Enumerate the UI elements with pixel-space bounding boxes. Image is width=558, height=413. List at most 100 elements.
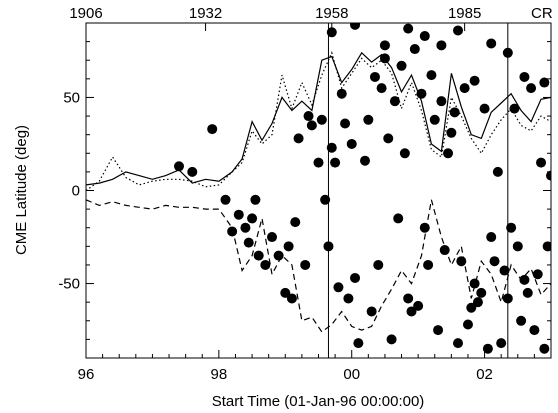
- data-point: [220, 194, 231, 205]
- data-point: [273, 250, 284, 261]
- data-point: [247, 213, 258, 224]
- data-point: [346, 138, 357, 149]
- data-point: [433, 325, 444, 336]
- series-lines: [86, 51, 551, 333]
- data-point: [539, 77, 550, 88]
- data-point: [336, 88, 347, 99]
- data-point: [399, 148, 410, 159]
- data-point: [363, 114, 374, 125]
- data-point: [439, 245, 450, 256]
- data-point: [453, 25, 463, 36]
- data-point: [283, 241, 294, 252]
- data-point: [419, 31, 430, 42]
- data-point: [393, 213, 404, 224]
- data-point: [333, 282, 344, 293]
- top-tick-label: 1958: [315, 5, 348, 22]
- data-point: [286, 293, 297, 304]
- data-point: [522, 287, 533, 298]
- data-point: [443, 148, 454, 159]
- data-point: [290, 217, 301, 228]
- data-point: [300, 259, 311, 270]
- data-point: [466, 302, 477, 313]
- data-point: [506, 222, 517, 233]
- data-point: [409, 44, 420, 55]
- data-point: [532, 269, 543, 280]
- data-point: [426, 70, 437, 81]
- data-point: [320, 194, 331, 205]
- data-point: [406, 306, 417, 317]
- data-point: [267, 232, 277, 243]
- data-point: [509, 103, 520, 114]
- data-point: [293, 133, 304, 144]
- data-point: [479, 103, 490, 114]
- data-point: [459, 83, 470, 94]
- data-point: [373, 259, 384, 270]
- y-tick-label: 50: [63, 89, 80, 106]
- data-point: [330, 157, 341, 168]
- top-axis-ticks: 1906 1932 1958 1985: [69, 5, 481, 31]
- data-point: [449, 107, 460, 118]
- data-point: [340, 118, 351, 129]
- data-point: [462, 319, 473, 330]
- data-point: [403, 293, 414, 304]
- data-point: [482, 343, 493, 354]
- data-point: [456, 256, 467, 267]
- data-point: [366, 306, 377, 317]
- series-dots: [174, 23, 551, 354]
- data-point: [326, 27, 337, 38]
- data-point: [379, 53, 390, 64]
- data-point: [469, 278, 480, 289]
- y-tick-label: -50: [58, 276, 80, 293]
- data-point: [187, 166, 198, 177]
- data-point: [253, 250, 264, 261]
- data-point: [469, 75, 480, 86]
- data-point: [233, 209, 244, 220]
- data-point: [529, 325, 540, 336]
- data-point: [519, 71, 530, 82]
- data-point: [174, 161, 184, 172]
- data-point: [280, 287, 291, 298]
- plot-area: [86, 23, 551, 358]
- y-tick-label: 0: [72, 183, 80, 200]
- data-point: [326, 142, 337, 153]
- y-axis-ticks: -50 0 50: [58, 22, 551, 359]
- data-point: [486, 232, 497, 243]
- data-point: [436, 40, 447, 51]
- data-point: [243, 237, 254, 248]
- data-point: [376, 83, 387, 94]
- data-point: [516, 315, 527, 326]
- data-point: [350, 272, 361, 283]
- data-point: [429, 114, 440, 125]
- data-point: [512, 241, 523, 252]
- x-tick-label: 98: [211, 366, 228, 383]
- data-point: [227, 226, 238, 237]
- data-point: [386, 334, 397, 345]
- data-point: [423, 259, 434, 270]
- top-axis-label: CR: [531, 5, 553, 22]
- data-point: [486, 38, 497, 49]
- data-point: [413, 300, 424, 311]
- data-point: [492, 166, 503, 177]
- data-point: [403, 23, 414, 34]
- data-point: [360, 155, 370, 166]
- plot-frame: [85, 22, 552, 359]
- data-point: [539, 343, 550, 354]
- series-line-dashed: [86, 199, 551, 333]
- data-point: [369, 71, 380, 82]
- top-tick-label: 1906: [69, 5, 102, 22]
- data-point: [502, 47, 513, 58]
- data-point: [396, 60, 407, 71]
- x-tick-label: 00: [343, 366, 360, 383]
- data-point: [353, 338, 364, 349]
- data-point: [446, 127, 457, 138]
- data-point: [379, 40, 390, 51]
- data-point: [453, 338, 463, 349]
- data-point: [519, 274, 530, 285]
- data-point: [542, 241, 551, 252]
- data-point: [489, 256, 500, 267]
- x-axis-ticks: 96 98 00 02: [78, 350, 535, 383]
- data-point: [306, 120, 317, 131]
- data-point: [240, 222, 251, 233]
- top-tick-label: 1985: [448, 5, 481, 22]
